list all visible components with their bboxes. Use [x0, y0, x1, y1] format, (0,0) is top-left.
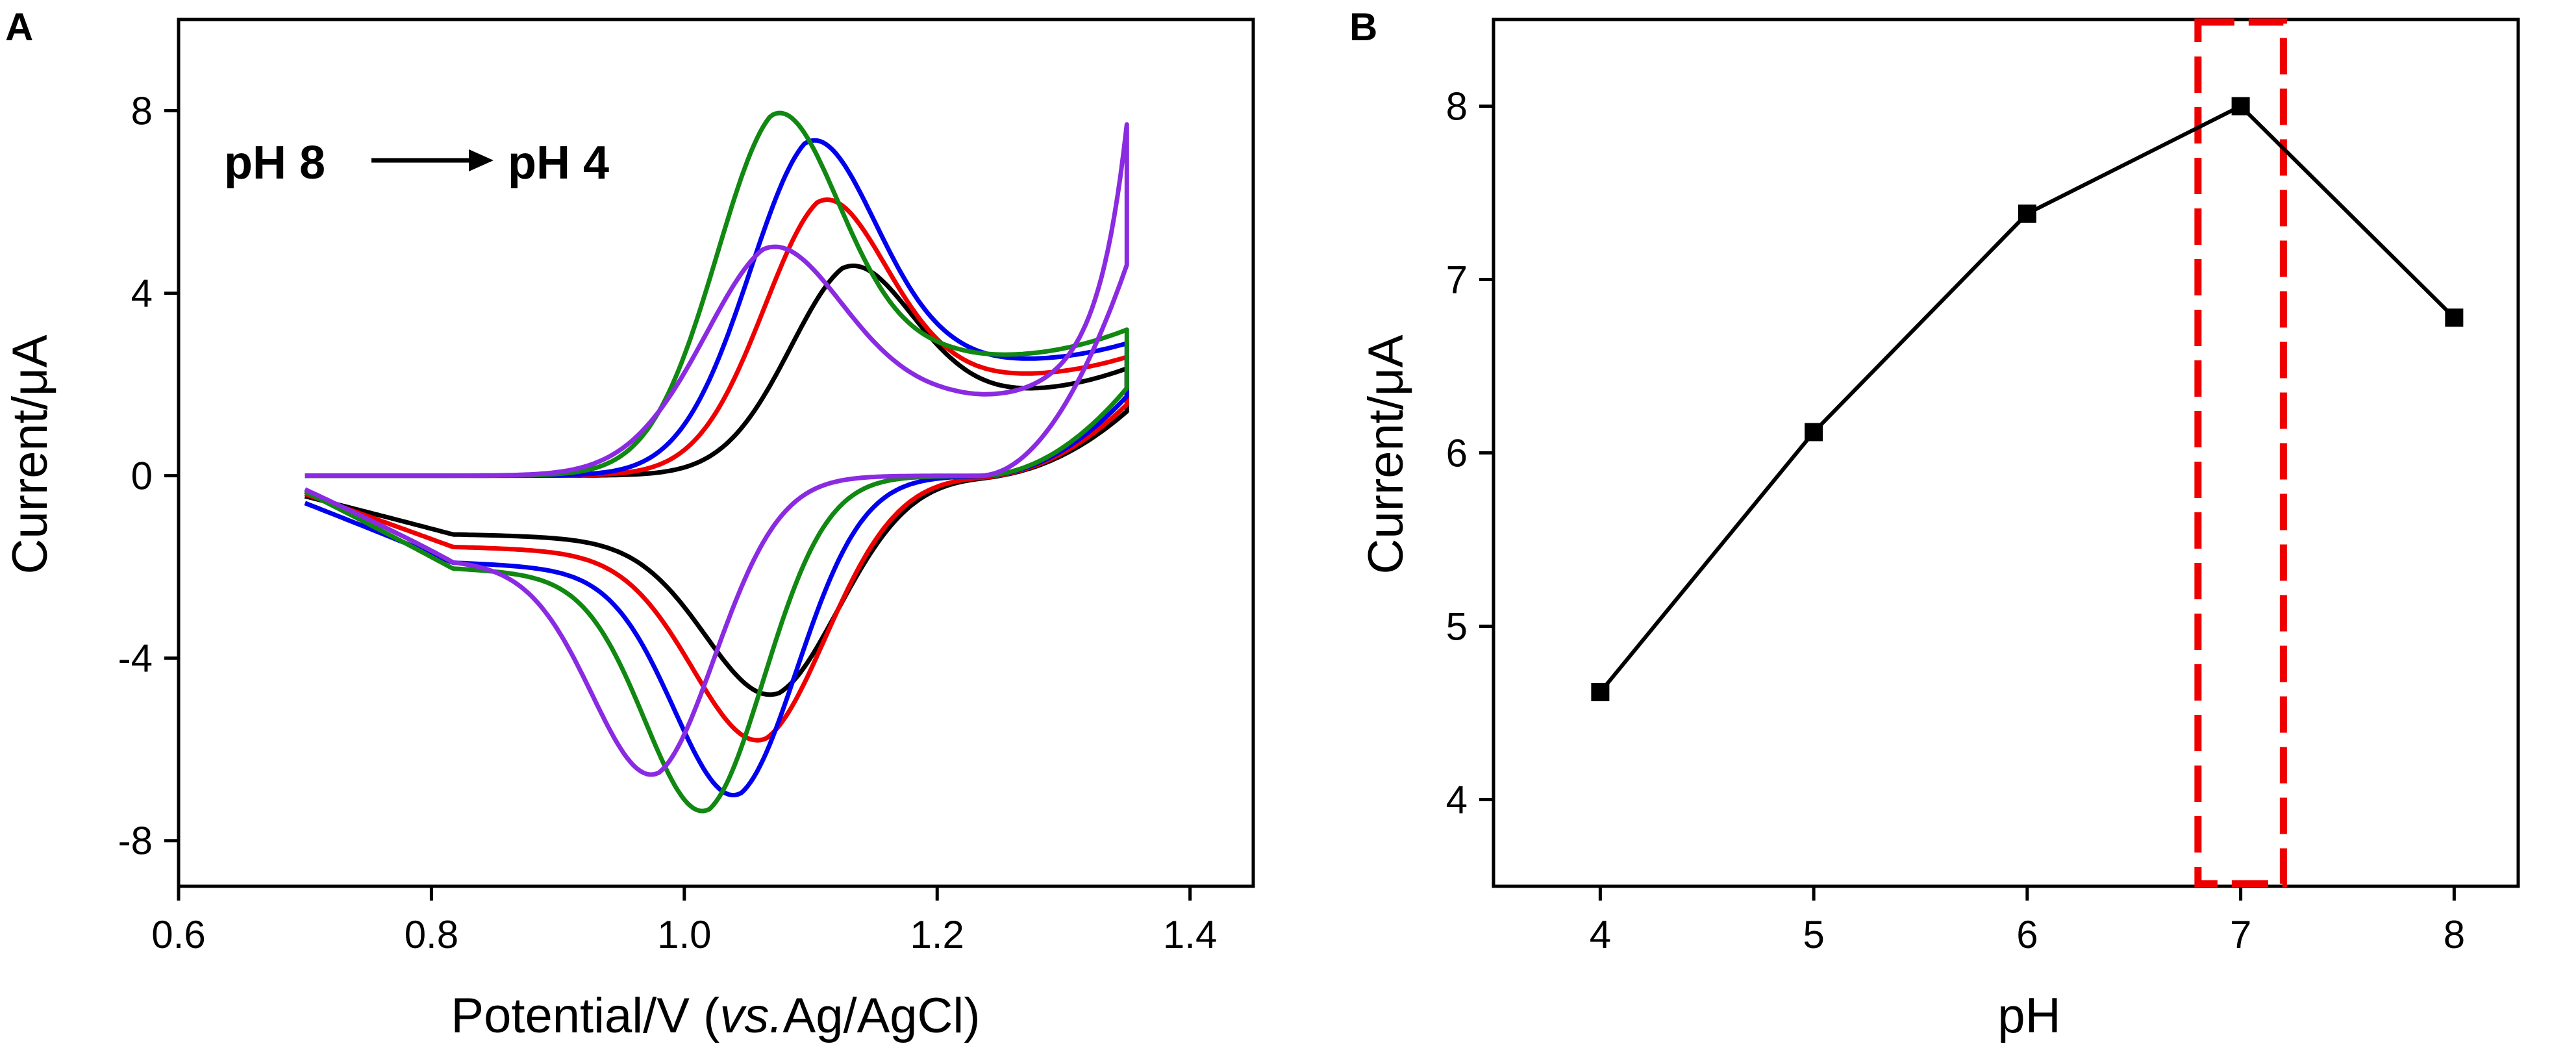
panel-a-x-tick-label: 1.4: [1163, 913, 1217, 956]
cv-curve-ph-5: [304, 110, 1129, 814]
data-point-ph-6: [2018, 205, 2036, 223]
data-point-ph-4: [1591, 682, 1610, 701]
current-vs-ph-line: [1599, 103, 2456, 693]
panel-a-y-ticks: -8 -4 0 4 8: [118, 90, 179, 863]
optimal-ph-highlight-box: [2194, 18, 2287, 888]
panel-a-y-tick-label: -8: [118, 819, 153, 863]
cv-curve-ph-4: [304, 122, 1129, 777]
panel-b-x-tick-label: 8: [2444, 913, 2465, 956]
annotation-arrow-head: [469, 149, 494, 171]
panel-b-y-tick-label: 7: [1446, 258, 1468, 302]
panel-b-x-axis-label: pH: [1997, 988, 2060, 1043]
panel-a-plot-frame: [177, 18, 1255, 888]
ph-annotation: pH 8 pH 4: [224, 137, 609, 189]
panel-a-x-tick-label: 1.0: [657, 913, 711, 956]
panel-b-x-tick-label: 6: [2016, 913, 2038, 956]
panel-a-y-axis-label: Current/μA: [3, 334, 58, 574]
annotation-to: pH 4: [508, 137, 609, 189]
panel-b-series: [1591, 97, 2464, 701]
panel-b-letter: B: [1349, 5, 1377, 49]
panel-b-x-ticks: 4 5 6 7 8: [1590, 886, 2465, 956]
panel-a-curves: [304, 110, 1129, 814]
panel-b-y-tick-label: 4: [1446, 779, 1468, 822]
panel-b-y-ticks: 4 5 6 7 8: [1446, 85, 1494, 822]
data-point-ph-7: [2231, 97, 2250, 116]
panel-a-y-tick-label: -4: [118, 637, 153, 680]
panel-a-x-tick-label: 0.6: [151, 913, 205, 956]
x-label-italic: vs.: [719, 988, 782, 1043]
panel-b-y-tick-label: 6: [1446, 432, 1468, 475]
panel-a-x-ticks: 0.6 0.8 1.0 1.2 1.4: [151, 886, 1217, 956]
x-label-suffix: Ag/AgCl): [783, 988, 981, 1043]
panel-b-x-tick-label: 7: [2230, 913, 2251, 956]
panel-a-x-tick-label: 0.8: [405, 913, 458, 956]
data-point-ph-8: [2445, 308, 2464, 327]
annotation-from: pH 8: [224, 137, 325, 189]
panel-b-plot-frame: [1492, 18, 2520, 888]
panel-a-y-tick-label: 8: [131, 90, 153, 133]
x-label-prefix: Potential/V (: [451, 988, 719, 1043]
panel-a-y-tick-label: 4: [131, 272, 153, 316]
panel-a-x-axis-label: Potential/V (vs.Ag/AgCl): [451, 988, 980, 1043]
panel-a-letter: A: [5, 5, 33, 49]
panel-a: A -8 -4 0 4 8 0.6 0.8 1.0 1.2 1.4 pH 8 pH 4 Curr…: [3, 5, 1255, 1043]
panel-b-y-tick-label: 8: [1446, 85, 1468, 129]
panel-b-y-tick-label: 5: [1446, 605, 1468, 649]
panel-b-y-axis-label: Current/μA: [1358, 334, 1414, 574]
cv-curve-ph-8: [304, 263, 1129, 697]
panel-b-highlight: [2194, 18, 2287, 888]
panel-a-y-tick-label: 0: [131, 455, 153, 498]
panel-b-x-tick-label: 4: [1590, 913, 1611, 956]
panel-a-x-tick-label: 1.2: [910, 913, 964, 956]
panel-b: B 4 5 6 7 8 4 5 6 7 8 Current/μA pH: [1349, 5, 2520, 1043]
data-point-ph-5: [1805, 423, 1823, 442]
panel-b-x-tick-label: 5: [1803, 913, 1824, 956]
